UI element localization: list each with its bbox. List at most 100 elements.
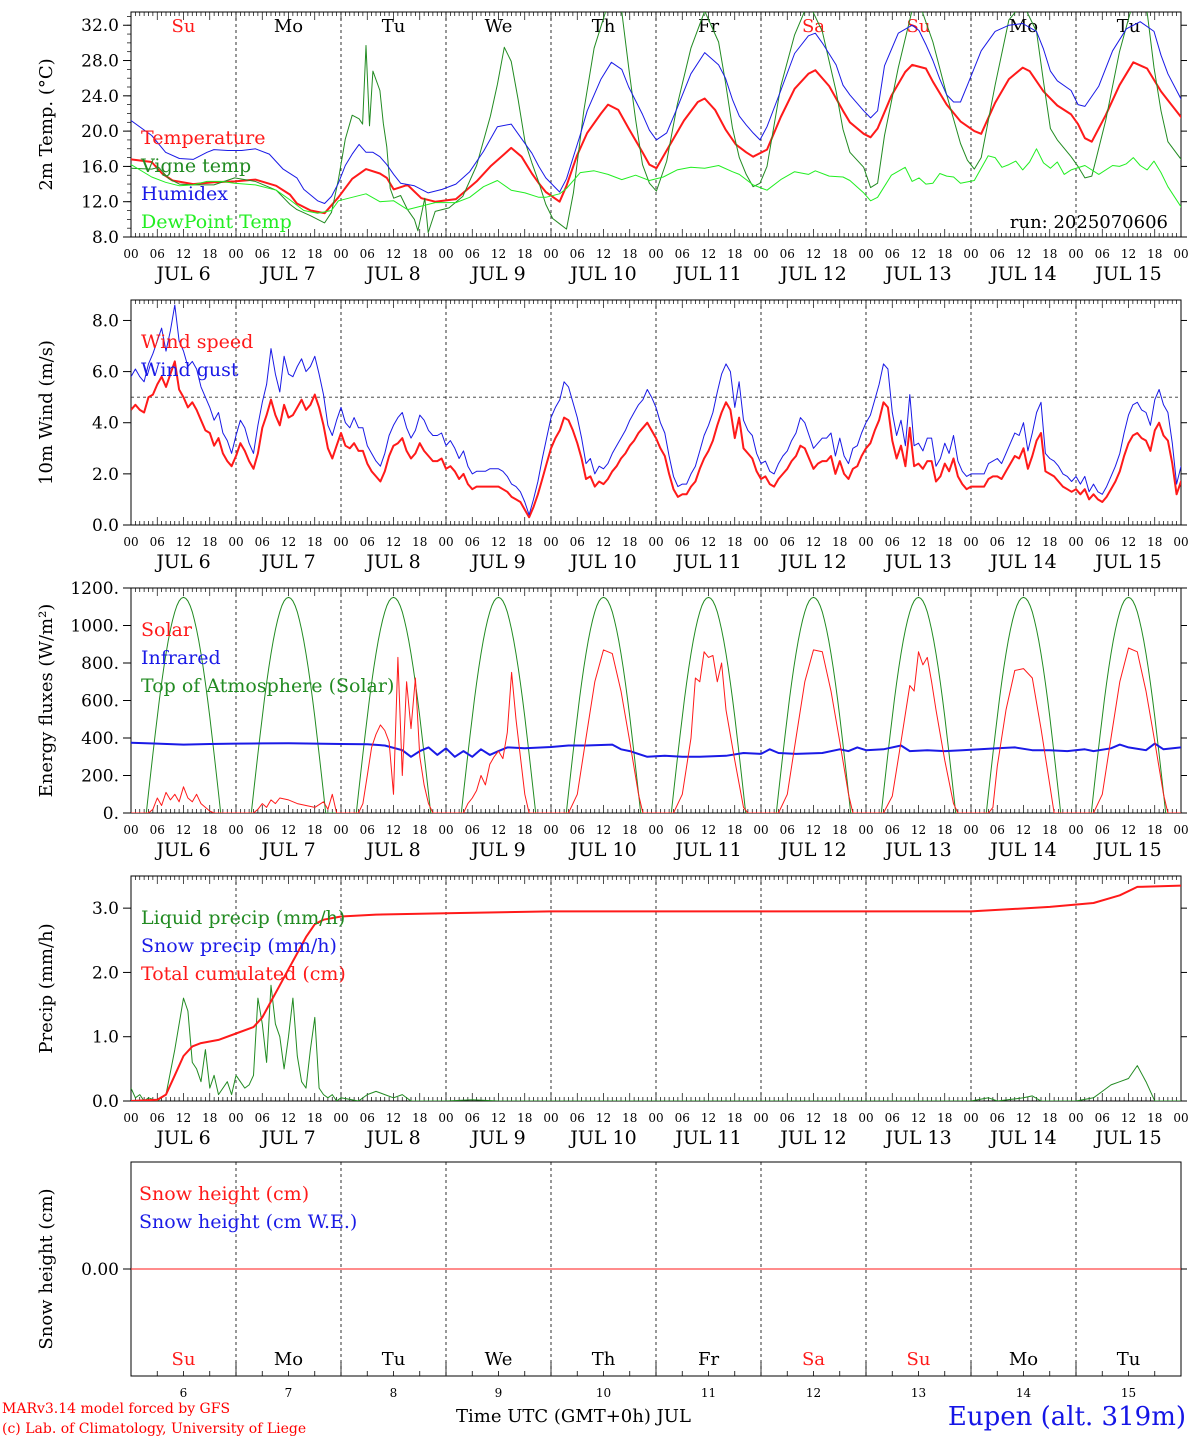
date-label: JUL 6 (154, 263, 210, 285)
hour-tick-label: 00 (963, 247, 978, 261)
legend-entry: Solar (141, 619, 193, 641)
hour-tick-label: 12 (386, 247, 401, 261)
hour-tick-label: 06 (885, 535, 900, 549)
hour-tick-label: 00 (963, 535, 978, 549)
hour-tick-label: 06 (360, 823, 375, 837)
hour-tick-label: 12 (596, 247, 611, 261)
hour-tick-label: 06 (255, 247, 270, 261)
hour-tick-label: 00 (543, 823, 558, 837)
hour-tick-label: 12 (176, 1111, 191, 1125)
hour-tick-label: 12 (806, 823, 821, 837)
hour-tick-label: 06 (885, 823, 900, 837)
date-label: JUL 11 (673, 551, 741, 573)
date-label: JUL 15 (1093, 1127, 1161, 1149)
hour-tick-label: 18 (937, 1111, 952, 1125)
bottom-date-label: 9 (495, 1386, 503, 1400)
hour-tick-label: 00 (228, 823, 243, 837)
date-label: JUL 6 (154, 839, 210, 861)
hour-tick-label: 00 (123, 823, 138, 837)
hour-tick-label: 18 (307, 535, 322, 549)
station-name: Eupen (alt. 319m) (947, 1402, 1186, 1432)
series-line-top-of-atmosphere-solar (131, 596, 1181, 813)
y-tick-label: 0. (103, 804, 119, 824)
hour-tick-label: 18 (412, 823, 427, 837)
hour-tick-label: 18 (727, 1111, 742, 1125)
weekday-label: Sa (802, 1349, 825, 1370)
date-label: JUL 14 (988, 839, 1056, 861)
hour-tick-label: 12 (1016, 823, 1031, 837)
y-tick-label: 1000. (70, 617, 119, 637)
panel-wind: 00 06 12 18 00 06 12 18 00 06 12 18 00 06 12 18 00 06 12 18… (36, 299, 1189, 573)
hour-tick-label: 00 (1173, 1111, 1188, 1125)
hour-tick-label: 18 (727, 535, 742, 549)
plot-frame (130, 299, 1182, 526)
hour-tick-label: 06 (780, 823, 795, 837)
hour-tick-label: 06 (990, 247, 1005, 261)
date-label: JUL 7 (259, 1127, 315, 1149)
date-label: JUL 14 (988, 1127, 1056, 1149)
weekday-label: Tu (382, 16, 406, 37)
hour-tick-label: 00 (543, 247, 558, 261)
credit-line-2: (c) Lab. of Climatology, University of L… (2, 1421, 307, 1437)
hour-tick-label: 00 (333, 535, 348, 549)
y-tick-label: 0.0 (92, 516, 119, 536)
hour-tick-label: 00 (963, 823, 978, 837)
hour-tick-label: 12 (1121, 247, 1136, 261)
hour-tick-label: 06 (885, 1111, 900, 1125)
hour-tick-label: 18 (517, 1111, 532, 1125)
legend-entry: Wind speed (141, 331, 253, 353)
hour-tick-label: 00 (1173, 823, 1188, 837)
legend-entry: Vigne temp (140, 155, 251, 177)
hour-tick-label: 06 (1095, 1111, 1110, 1125)
hour-tick-label: 12 (176, 823, 191, 837)
hour-tick-label: 18 (517, 247, 532, 261)
legend-entry: Liquid precip (mm/h) (141, 907, 345, 929)
hour-tick-label: 06 (885, 247, 900, 261)
legend-entry: Infrared (141, 647, 221, 669)
y-tick-label: 0.00 (81, 1260, 119, 1280)
date-label: JUL 11 (673, 839, 741, 861)
hour-tick-label: 06 (570, 247, 585, 261)
hour-tick-label: 18 (937, 823, 952, 837)
credit-line-1: MARv3.14 model forced by GFS (2, 1401, 231, 1417)
series-group (131, 12, 1181, 234)
y-axis-label: 2m Temp. (°C) (36, 58, 57, 190)
hour-tick-label: 12 (701, 823, 716, 837)
hour-tick-label: 06 (990, 1111, 1005, 1125)
y-tick-label: 2.0 (92, 465, 119, 485)
y-tick-label: 600. (81, 692, 119, 712)
hour-tick-label: 18 (832, 823, 847, 837)
panel-temp: 00 06 12 18 00 06 12 18 00 06 12 18 00 06 12 18 00 06 12 18… (36, 11, 1189, 285)
y-tick-label: 0.0 (92, 1092, 119, 1112)
date-label: JUL 10 (568, 839, 636, 861)
hour-tick-label: 06 (675, 247, 690, 261)
y-axis-label: Snow height (cm) (36, 1188, 57, 1349)
y-tick-label: 4.0 (92, 414, 119, 434)
hour-tick-label: 06 (255, 823, 270, 837)
date-label: JUL 15 (1093, 839, 1161, 861)
legend-entry: Total cumulated (cm) (141, 963, 346, 985)
date-label: JUL 10 (568, 551, 636, 573)
series-line-temperature (131, 61, 1181, 215)
hour-tick-label: 18 (1147, 247, 1162, 261)
hour-tick-label: 00 (648, 247, 663, 261)
y-tick-label: 1.0 (92, 1028, 119, 1048)
date-label: JUL 15 (1093, 551, 1161, 573)
date-label: JUL 11 (673, 1127, 741, 1149)
hour-tick-label: 00 (228, 247, 243, 261)
hour-tick-label: 00 (1068, 1111, 1083, 1125)
hour-tick-label: 12 (491, 247, 506, 261)
hour-tick-label: 12 (596, 823, 611, 837)
hour-tick-label: 18 (727, 823, 742, 837)
y-axis-label: 10m Wind (m/s) (36, 340, 57, 485)
hour-tick-label: 00 (858, 247, 873, 261)
hour-tick-label: 18 (307, 247, 322, 261)
weekday-label: Tu (382, 1349, 406, 1370)
hour-tick-label: 18 (622, 535, 637, 549)
hour-tick-label: 06 (675, 1111, 690, 1125)
bottom-date-label: 11 (701, 1386, 716, 1400)
series-group (131, 596, 1181, 813)
series-line-total-cumulated-cm (131, 884, 1181, 1101)
y-tick-label: 3.0 (92, 899, 119, 919)
hour-tick-label: 06 (150, 823, 165, 837)
